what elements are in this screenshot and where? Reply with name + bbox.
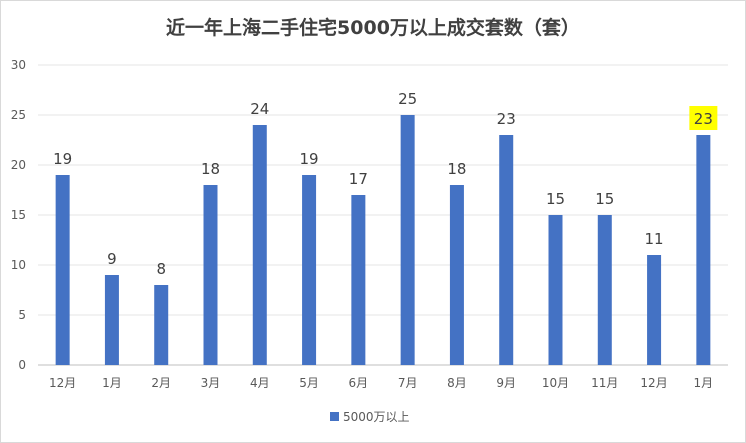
y-tick-label: 10	[11, 258, 26, 272]
bar	[351, 195, 366, 365]
bar	[154, 285, 169, 365]
y-axis-ticks: 0 5 10 15 20 25 30	[11, 58, 26, 372]
bars	[55, 115, 711, 365]
bar	[302, 175, 317, 365]
x-tick-label: 2月	[151, 376, 171, 390]
data-label: 18	[201, 160, 220, 178]
x-tick-label: 1月	[694, 376, 714, 390]
data-label: 15	[595, 190, 614, 208]
x-tick-label: 6月	[349, 376, 369, 390]
x-tick-label: 10月	[542, 376, 569, 390]
data-label: 19	[300, 150, 319, 168]
data-label: 25	[398, 90, 417, 108]
legend-label: 5000万以上	[343, 410, 410, 424]
bar	[449, 185, 464, 365]
x-tick-label: 9月	[496, 376, 516, 390]
x-tick-label: 11月	[591, 376, 618, 390]
data-label: 9	[107, 250, 117, 268]
x-tick-label: 1月	[102, 376, 122, 390]
x-tick-label: 5月	[299, 376, 319, 390]
y-tick-label: 5	[18, 308, 26, 322]
data-label: 24	[250, 100, 269, 118]
data-label: 11	[645, 230, 664, 248]
data-label: 23	[497, 110, 516, 128]
bar	[203, 185, 218, 365]
data-label: 23	[694, 110, 713, 128]
data-label: 17	[349, 170, 368, 188]
data-label: 8	[156, 260, 166, 278]
data-label: 18	[447, 160, 466, 178]
bar	[597, 215, 612, 365]
y-tick-label: 25	[11, 108, 26, 122]
x-tick-label: 12月	[49, 376, 76, 390]
x-tick-label: 8月	[447, 376, 467, 390]
x-axis-ticks: 12月 1月 2月 3月 4月 5月 6月 7月 8月 9月 10月 11月 12月 1月	[49, 376, 713, 390]
x-tick-label: 7月	[398, 376, 418, 390]
bar	[696, 135, 711, 365]
legend-swatch	[330, 412, 339, 421]
chart-title: 近一年上海二手住宅5000万以上成交套数（套）	[166, 16, 580, 39]
data-label: 19	[53, 150, 72, 168]
y-tick-label: 30	[11, 58, 26, 72]
bar	[252, 125, 267, 365]
bar	[400, 115, 415, 365]
data-label: 15	[546, 190, 565, 208]
data-labels: 19 9 8 18 24 19 17 25 18 23 15 15 11 23	[53, 90, 718, 278]
bar	[548, 215, 563, 365]
bar	[55, 175, 70, 365]
x-tick-label: 3月	[201, 376, 221, 390]
y-tick-label: 15	[11, 208, 26, 222]
x-tick-label: 4月	[250, 376, 270, 390]
y-tick-label: 20	[11, 158, 26, 172]
bar	[647, 255, 662, 365]
bar	[104, 275, 119, 365]
x-tick-label: 12月	[640, 376, 667, 390]
y-tick-label: 0	[18, 358, 26, 372]
bar	[499, 135, 514, 365]
gridlines	[38, 64, 728, 366]
highlight-box	[689, 106, 718, 130]
legend: 5000万以上	[330, 410, 410, 424]
